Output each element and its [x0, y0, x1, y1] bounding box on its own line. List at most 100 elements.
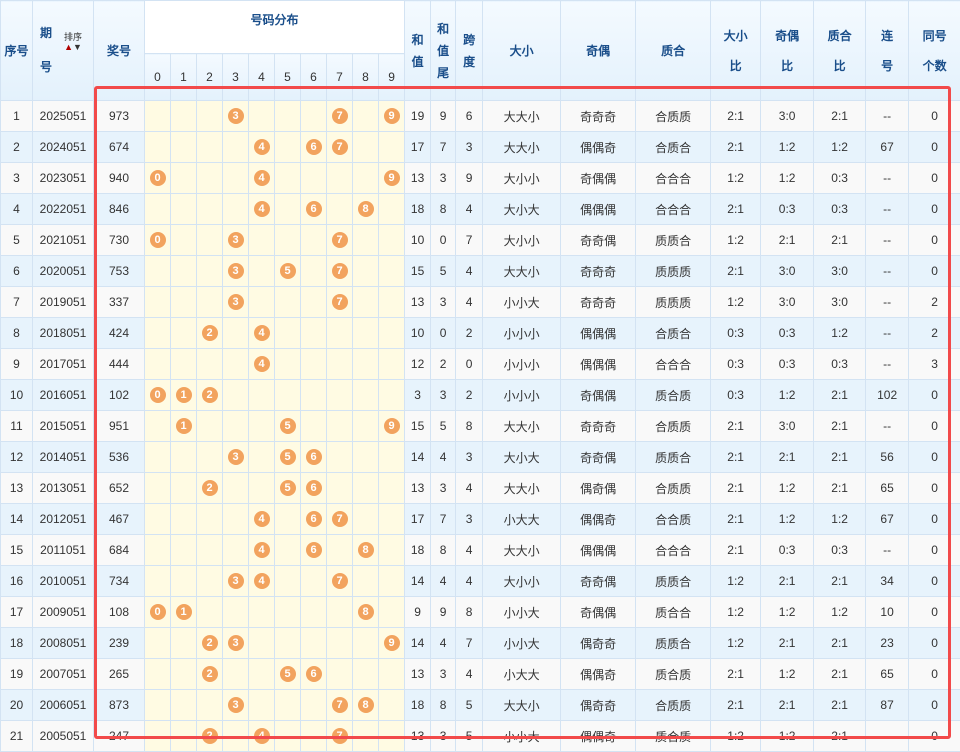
cell-span: 5	[456, 690, 483, 721]
cell-digit-7: 7	[327, 721, 353, 752]
digit-ball: 8	[358, 201, 374, 217]
cell-oddeven: 偶偶偶	[561, 194, 636, 225]
cell-digit-8	[353, 659, 379, 690]
cell-span: 4	[456, 535, 483, 566]
cell-digit-9	[379, 566, 405, 597]
cell-consecutive: 23	[866, 628, 909, 659]
cell-number: 652	[94, 473, 145, 504]
col-digit-8: 8	[353, 54, 379, 101]
col-bigsmall-ratio: 大小比	[711, 1, 761, 101]
col-span-b: 度	[456, 51, 482, 73]
cell-digit-7	[327, 628, 353, 659]
cell-digit-3	[223, 349, 249, 380]
cell-bigsmall-ratio: 2:1	[711, 659, 761, 690]
col-bigsmall-label: 大小	[510, 44, 534, 58]
cell-period: 2025051	[33, 101, 94, 132]
cell-digit-5	[275, 194, 301, 225]
cell-oddeven-ratio: 1:2	[761, 380, 814, 411]
cell-sum-tail: 4	[431, 566, 456, 597]
cell-digit-8	[353, 504, 379, 535]
col-span: 跨度	[456, 1, 483, 101]
cell-digit-2	[197, 163, 223, 194]
sort-down-icon[interactable]: ▼	[73, 42, 82, 52]
cell-seq: 18	[1, 628, 33, 659]
cell-digit-6: 6	[301, 473, 327, 504]
cell-primecomp: 合合合	[636, 535, 711, 566]
cell-sum-tail: 3	[431, 287, 456, 318]
cell-digit-7	[327, 411, 353, 442]
cell-span: 3	[456, 442, 483, 473]
cell-digit-4: 4	[249, 504, 275, 535]
cell-digit-6	[301, 690, 327, 721]
cell-digit-3	[223, 380, 249, 411]
cell-digit-1	[171, 628, 197, 659]
cell-digit-2: 2	[197, 659, 223, 690]
cell-primecomp: 质合质	[636, 659, 711, 690]
cell-period: 2021051	[33, 225, 94, 256]
cell-digit-2: 2	[197, 721, 223, 752]
sort-up-icon[interactable]: ▲	[64, 42, 73, 52]
cell-period: 2018051	[33, 318, 94, 349]
cell-digit-0	[145, 566, 171, 597]
cell-seq: 21	[1, 721, 33, 752]
col-digit-2: 2	[197, 54, 223, 101]
cell-digit-8	[353, 225, 379, 256]
cell-period: 2012051	[33, 504, 94, 535]
cell-sum: 15	[405, 256, 431, 287]
cell-digit-2	[197, 256, 223, 287]
digit-ball: 2	[202, 728, 218, 744]
cell-digit-9	[379, 442, 405, 473]
cell-digit-7: 7	[327, 132, 353, 163]
cell-sum-tail: 8	[431, 535, 456, 566]
digit-ball: 1	[176, 418, 192, 434]
col-sum-tail: 和值尾	[431, 1, 456, 101]
cell-period: 2014051	[33, 442, 94, 473]
cell-digit-8	[353, 442, 379, 473]
col-span-a: 跨	[456, 29, 482, 51]
cell-digit-0: 0	[145, 225, 171, 256]
cell-digit-5	[275, 318, 301, 349]
cell-span: 6	[456, 101, 483, 132]
cell-number: 337	[94, 287, 145, 318]
cell-number: 467	[94, 504, 145, 535]
digit-ball: 8	[358, 542, 374, 558]
cell-bigsmall-ratio: 2:1	[711, 535, 761, 566]
cell-digit-6	[301, 101, 327, 132]
cell-number: 108	[94, 597, 145, 628]
cell-digit-5: 5	[275, 411, 301, 442]
cell-digit-8	[353, 256, 379, 287]
sort-control[interactable]: 排序▲▼	[62, 32, 84, 52]
cell-oddeven: 奇偶偶	[561, 163, 636, 194]
cell-digit-0	[145, 318, 171, 349]
cell-bigsmall: 大大小	[483, 535, 561, 566]
col-same-b: 个数	[909, 55, 960, 77]
cell-primecomp: 合质合	[636, 318, 711, 349]
cell-bigsmall-ratio: 1:2	[711, 163, 761, 194]
cell-sum-tail: 9	[431, 101, 456, 132]
cell-primecomp: 合质质	[636, 101, 711, 132]
cell-oddeven-ratio: 2:1	[761, 628, 814, 659]
cell-digit-1	[171, 132, 197, 163]
cell-sum-tail: 5	[431, 411, 456, 442]
cell-digit-6	[301, 318, 327, 349]
cell-sum: 17	[405, 504, 431, 535]
cell-span: 4	[456, 566, 483, 597]
cell-digit-1: 1	[171, 411, 197, 442]
cell-primecomp-ratio: 2:1	[814, 411, 866, 442]
cell-number: 973	[94, 101, 145, 132]
col-period[interactable]: 期 号 排序▲▼	[33, 1, 94, 101]
cell-span: 4	[456, 473, 483, 504]
cell-digit-2	[197, 442, 223, 473]
cell-bigsmall-ratio: 1:2	[711, 287, 761, 318]
cell-digit-9: 9	[379, 628, 405, 659]
cell-digit-1	[171, 535, 197, 566]
cell-sum-tail: 0	[431, 318, 456, 349]
cell-digit-4: 4	[249, 194, 275, 225]
cell-oddeven-ratio: 0:3	[761, 194, 814, 225]
cell-digit-3	[223, 194, 249, 225]
col-primecomp-label: 质合	[661, 44, 685, 58]
cell-bigsmall: 大大小	[483, 101, 561, 132]
cell-digit-2: 2	[197, 473, 223, 504]
